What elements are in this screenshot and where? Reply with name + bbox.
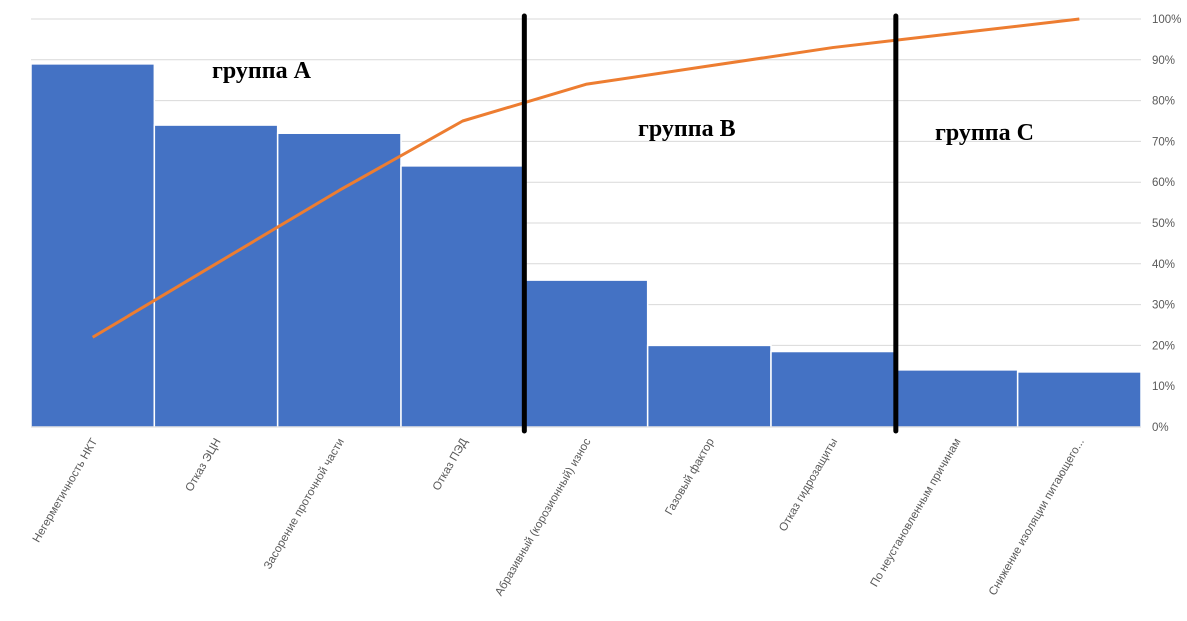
y2-tick-label: 70% — [1152, 136, 1175, 148]
bar — [893, 369, 1019, 428]
y2-tick-label: 10% — [1152, 381, 1175, 393]
category-label: Снижение изоляции питающего... — [987, 437, 1087, 598]
y2-tick-label: 40% — [1152, 259, 1175, 271]
category-label: Засорение проточной части — [262, 437, 347, 572]
category-label: Отказ ЭЦН — [184, 437, 224, 494]
bar — [30, 63, 156, 428]
cumulative-line — [91, 17, 1080, 339]
y2-tick-label: 100% — [1152, 14, 1181, 26]
secondary-y-axis-ticks: 0% 10% 20% 30% 40% 50% 60% 70% 80% 90% 100% — [1152, 14, 1181, 434]
group-annotations: группа A группа B группа C — [212, 58, 1034, 146]
y2-tick-label: 90% — [1152, 55, 1175, 67]
y2-tick-label: 20% — [1152, 340, 1175, 352]
y2-tick-label: 50% — [1152, 218, 1175, 230]
category-label: Абразивный (корозионный) износ — [493, 436, 593, 598]
y2-tick-label: 80% — [1152, 96, 1175, 108]
bar — [523, 279, 649, 428]
category-label: Газовый фактор — [663, 437, 717, 518]
category-label: Отказ гидрозащиты — [777, 437, 840, 534]
bar — [400, 165, 526, 428]
category-label: Негерметичность НКТ — [31, 437, 100, 545]
group-c-label: группа C — [935, 120, 1034, 146]
y2-tick-label: 0% — [1152, 422, 1169, 434]
bar — [770, 350, 896, 428]
group-a-label: группа A — [212, 58, 312, 84]
bar — [276, 132, 402, 428]
bar-series — [30, 63, 1142, 428]
y2-tick-label: 60% — [1152, 177, 1175, 189]
category-labels: Негерметичность НКТ Отказ ЭЦН Засорение пр… — [31, 436, 1087, 598]
bar — [153, 124, 279, 428]
category-label: По неустановленным причинам — [869, 436, 964, 589]
group-separators — [521, 13, 899, 434]
bar — [646, 344, 772, 428]
category-label: Отказ ПЭД — [431, 436, 471, 493]
group-b-label: группа B — [638, 116, 736, 142]
y2-tick-label: 30% — [1152, 300, 1175, 312]
cumulative-line-series — [91, 17, 1080, 339]
bar — [1016, 371, 1142, 428]
